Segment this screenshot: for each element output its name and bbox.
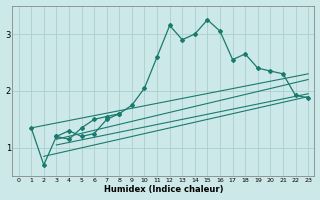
X-axis label: Humidex (Indice chaleur): Humidex (Indice chaleur) xyxy=(104,185,223,194)
